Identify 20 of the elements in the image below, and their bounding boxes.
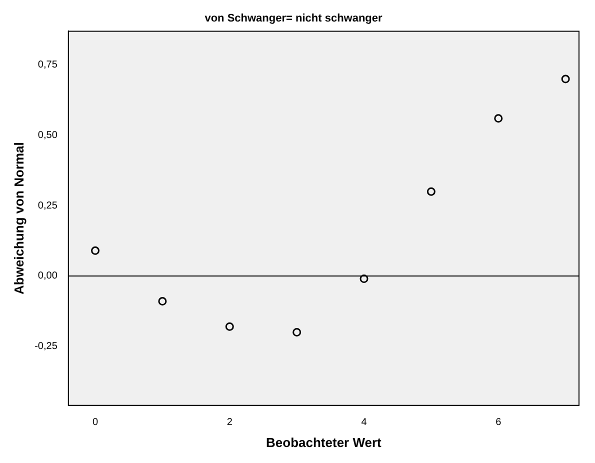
x-tick-label: 0	[92, 417, 98, 428]
x-tick-label: 2	[226, 417, 233, 428]
point	[494, 114, 503, 123]
point	[561, 74, 570, 84]
y-tick-label: 0,75	[38, 60, 58, 71]
point	[292, 328, 302, 336]
y-tick-label: 0,50	[38, 130, 58, 142]
y-tick-label: 0,00	[38, 270, 58, 282]
chart-title: von Schwanger= nicht schwanger	[204, 12, 384, 25]
point	[158, 297, 167, 306]
y-axis-title: Abweichung von Normal	[11, 142, 26, 295]
x-tick-label: 4	[361, 417, 368, 428]
point	[360, 274, 368, 284]
y-tick-label: 0,25	[38, 200, 58, 212]
point	[426, 187, 436, 196]
point	[225, 322, 234, 331]
x-axis-title: Beobachteter Wert	[266, 434, 382, 450]
point	[91, 246, 100, 255]
x-tick-label: 6	[496, 417, 502, 428]
y-tick-label: -0,25	[34, 341, 58, 352]
